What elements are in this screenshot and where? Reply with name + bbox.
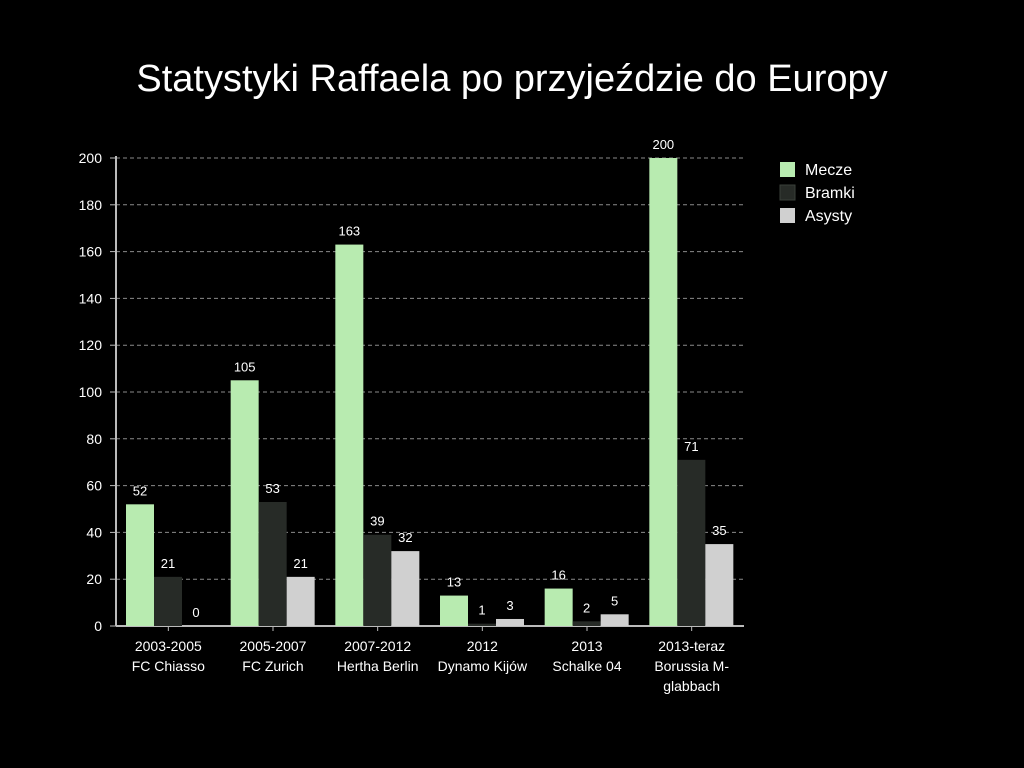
bar-asysty xyxy=(496,618,524,626)
x-tick-label: Schalke 04 xyxy=(552,658,621,674)
data-label: 0 xyxy=(192,605,199,620)
x-tick-label: 2013-teraz xyxy=(658,638,725,654)
legend-swatch-mecze xyxy=(780,162,795,177)
bar-mecze xyxy=(544,588,573,626)
data-label: 3 xyxy=(506,598,513,613)
data-label: 16 xyxy=(551,568,565,583)
legend-label-mecze: Mecze xyxy=(805,162,852,179)
bar-mecze xyxy=(440,595,468,626)
y-tick-label: 160 xyxy=(79,244,103,260)
x-tick-label: 2003-2005 xyxy=(135,638,202,654)
bar-mecze xyxy=(126,504,154,626)
data-label: 5 xyxy=(611,593,618,608)
y-tick-label: 140 xyxy=(79,290,103,306)
bar-mecze xyxy=(649,158,678,626)
bar-asysty xyxy=(705,544,734,626)
x-tick-label: 2005-2007 xyxy=(240,638,307,654)
bar-asysty xyxy=(391,551,420,626)
x-tick-label: glabbach xyxy=(663,678,720,694)
legend-label-bramki: Bramki xyxy=(805,185,855,202)
data-label: 71 xyxy=(684,439,698,454)
data-label: 163 xyxy=(338,224,360,239)
y-tick-label: 60 xyxy=(86,478,102,494)
data-label: 105 xyxy=(234,359,256,374)
data-label: 1 xyxy=(478,603,485,618)
bar-bramki xyxy=(154,576,182,626)
data-label: 35 xyxy=(712,523,726,538)
y-tick-label: 200 xyxy=(79,150,103,166)
data-label: 52 xyxy=(133,483,147,498)
y-tick-label: 100 xyxy=(79,384,103,400)
bar-bramki xyxy=(468,623,496,626)
x-tick-label: FC Zurich xyxy=(242,658,303,674)
x-tick-label: FC Chiasso xyxy=(132,658,205,674)
bar-asysty xyxy=(600,614,629,626)
data-label: 21 xyxy=(293,556,307,571)
y-tick-label: 120 xyxy=(79,337,103,353)
data-label: 32 xyxy=(398,530,412,545)
x-tick-label: Borussia M- xyxy=(654,658,729,674)
data-label: 200 xyxy=(652,137,674,152)
bar-bramki xyxy=(572,621,601,626)
data-label: 53 xyxy=(265,481,279,496)
x-tick-label: Dynamo Kijów xyxy=(438,658,528,674)
bar-mecze xyxy=(335,244,364,626)
y-tick-label: 0 xyxy=(94,618,102,634)
x-tick-label: 2013 xyxy=(571,638,602,654)
legend-swatch-bramki xyxy=(779,184,796,201)
legend-swatch-asysty xyxy=(780,208,795,223)
data-label: 39 xyxy=(370,514,384,529)
x-tick-label: 2012 xyxy=(467,638,498,654)
bar-mecze xyxy=(230,380,259,626)
chart-title: Statystyki Raffaela po przyjeździe do Eu… xyxy=(136,58,888,100)
x-tick-label: 2007-2012 xyxy=(344,638,411,654)
x-tick-label: Hertha Berlin xyxy=(337,658,419,674)
y-tick-label: 80 xyxy=(86,431,102,447)
bar-bramki xyxy=(258,501,287,626)
data-label: 21 xyxy=(161,556,175,571)
bar-asysty xyxy=(286,576,315,626)
y-tick-label: 40 xyxy=(86,524,102,540)
data-label: 13 xyxy=(447,575,461,590)
data-label: 2 xyxy=(583,600,590,615)
bar-bramki xyxy=(363,534,392,626)
y-tick-label: 20 xyxy=(86,571,102,587)
legend-label-asysty: Asysty xyxy=(805,208,852,225)
bar-bramki xyxy=(677,459,706,626)
y-tick-label: 180 xyxy=(79,197,103,213)
